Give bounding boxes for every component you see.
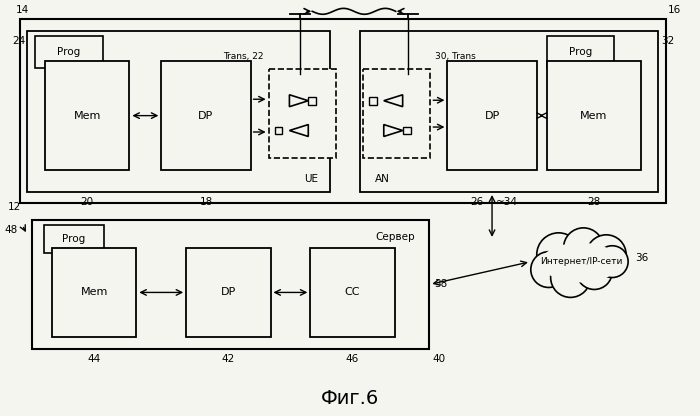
Bar [447, 61, 537, 170]
Bar [547, 61, 641, 170]
Ellipse shape [540, 243, 620, 282]
Text: 32: 32 [661, 36, 674, 46]
Text: 14: 14 [16, 5, 29, 15]
Text: 16: 16 [668, 5, 681, 15]
Text: 48: 48 [4, 225, 18, 235]
Text: Prog: Prog [569, 47, 592, 57]
Bar [310, 248, 395, 337]
Text: 40: 40 [433, 354, 446, 364]
Circle shape [537, 233, 580, 277]
Bar [27, 31, 330, 192]
Text: 26: 26 [470, 197, 484, 207]
Bar [45, 61, 130, 170]
Text: 42: 42 [222, 354, 235, 364]
Bar [32, 220, 430, 349]
Circle shape [587, 235, 626, 275]
Bar [369, 97, 377, 105]
Circle shape [564, 228, 603, 267]
Text: 20: 20 [80, 197, 94, 207]
Text: 30, Trans: 30, Trans [435, 52, 476, 61]
Text: 44: 44 [88, 354, 101, 364]
Text: DP: DP [484, 111, 500, 121]
Circle shape [551, 258, 590, 297]
Text: 18: 18 [199, 197, 213, 207]
Text: Trans, 22: Trans, 22 [223, 52, 264, 61]
Bar [52, 248, 136, 337]
Text: Mem: Mem [580, 111, 608, 121]
Circle shape [596, 246, 628, 277]
Bar [186, 248, 270, 337]
Bar [274, 126, 283, 134]
Text: Prog: Prog [57, 47, 80, 57]
Text: 12: 12 [8, 202, 21, 212]
Bar [360, 31, 658, 192]
Text: AN: AN [374, 174, 390, 184]
Text: Mem: Mem [74, 111, 101, 121]
Text: 46: 46 [346, 354, 359, 364]
Bar [308, 97, 316, 105]
Bar [402, 126, 411, 134]
Text: Сервер: Сервер [375, 232, 414, 242]
Text: Prog: Prog [62, 234, 85, 244]
Text: CC: CC [344, 287, 360, 297]
Text: ~34: ~34 [496, 197, 518, 207]
Text: Mem: Mem [80, 287, 108, 297]
Bar [547, 36, 614, 68]
Bar [35, 36, 103, 68]
Bar [44, 225, 104, 253]
Bar [161, 61, 251, 170]
Text: Интернет/IP-сети: Интернет/IP-сети [540, 257, 622, 266]
Text: 28: 28 [587, 197, 601, 207]
Text: Фиг.6: Фиг.6 [321, 389, 379, 408]
Text: UE: UE [304, 174, 318, 184]
Circle shape [577, 254, 612, 290]
Bar [20, 19, 666, 203]
Text: 38: 38 [435, 280, 448, 290]
Circle shape [531, 252, 566, 287]
Text: DP: DP [198, 111, 214, 121]
Bar [269, 69, 336, 158]
Text: DP: DP [220, 287, 236, 297]
Bar [363, 69, 430, 158]
Text: 24: 24 [12, 36, 25, 46]
Text: 36: 36 [635, 253, 648, 262]
